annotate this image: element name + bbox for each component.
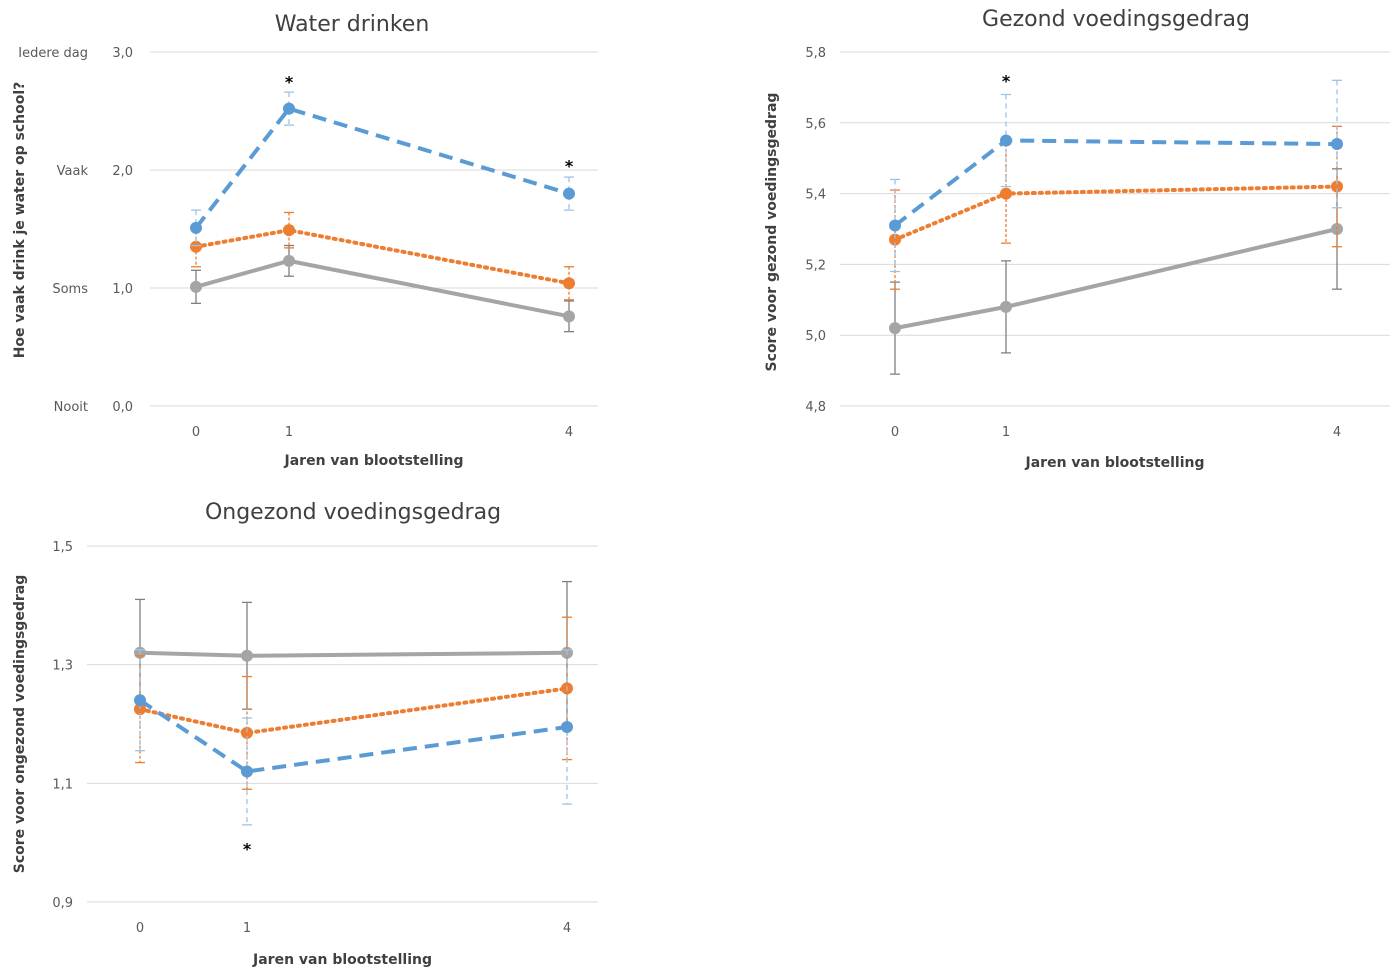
data-point [1000, 134, 1012, 147]
series-dashed [190, 91, 575, 247]
data-point [190, 221, 202, 234]
chart-title: Water drinken [275, 12, 430, 37]
y-category-label: Soms [52, 282, 88, 297]
significance-marker: * [1002, 71, 1011, 90]
data-point [283, 224, 295, 237]
data-point [1000, 187, 1012, 200]
x-tick-label: 0 [192, 425, 200, 440]
y-tick-label: 1,5 [52, 540, 73, 555]
series-line [138, 686, 569, 735]
series-line [195, 258, 570, 319]
y-tick-label: 2,0 [112, 164, 133, 179]
y-tick-label: 3,0 [112, 46, 133, 61]
y-tick-label: 1,3 [52, 659, 73, 674]
series-line [139, 650, 568, 658]
data-point [563, 277, 575, 290]
series-line [894, 227, 1338, 331]
data-point [889, 219, 901, 232]
data-point [1000, 300, 1012, 313]
chart-title: Gezond voedingsgedrag [982, 7, 1250, 32]
y-category-label: Nooit [54, 400, 88, 415]
y-axis-label: Score voor gezond voedingsgedrag [764, 93, 780, 372]
data-point [241, 726, 253, 739]
x-axis-label: Jaren van blootstelling [252, 952, 432, 968]
y-axis-label: Hoe vaak drink je water op school? [12, 82, 28, 359]
data-point [283, 102, 295, 115]
series-solid [134, 580, 573, 725]
x-tick-label: 4 [565, 425, 573, 440]
data-point [889, 233, 901, 246]
data-point [190, 240, 202, 253]
data-point [283, 254, 295, 267]
x-tick-label: 1 [1002, 425, 1010, 440]
y-axis-label: Score voor ongezond voedingsgedrag [12, 575, 28, 873]
data-point [190, 280, 202, 293]
series-dashed [134, 649, 573, 826]
series-line [194, 106, 570, 230]
data-point [1331, 138, 1343, 151]
y-tick-label: 5,0 [805, 329, 826, 344]
series-solid [889, 168, 1343, 375]
chart-3: 0,9 1,1 1,3 1,5 0 1 4 Ongezond voedingsgedrag Ja… [12, 500, 598, 968]
series-dotted [190, 211, 575, 301]
data-point [563, 310, 575, 323]
series-line [138, 698, 568, 774]
x-tick-label: 1 [285, 425, 293, 440]
data-point [241, 765, 253, 778]
x-tick-label: 0 [136, 921, 144, 936]
x-tick-label: 4 [563, 921, 571, 936]
y-tick-label: 5,2 [805, 258, 826, 273]
data-point [563, 187, 575, 200]
series-line [893, 184, 1339, 242]
y-tick-label: 1,1 [52, 777, 73, 792]
data-point [134, 694, 146, 707]
series-line [194, 228, 571, 286]
series-solid [190, 244, 575, 333]
y-category-label: Iedere dag [18, 46, 88, 61]
significance-marker: * [565, 156, 574, 175]
series-dashed [889, 79, 1343, 273]
chart-title: Ongezond voedingsgedrag [205, 500, 501, 525]
x-axis-label: Jaren van blootstelling [1025, 455, 1205, 471]
chart-1: 0,0 Nooit 1,0 Soms 2,0 Vaak 3,0 Iedere dag 0 1 4 Wa… [12, 12, 598, 469]
y-tick-label: 0,9 [52, 896, 73, 911]
y-tick-label: 4,8 [805, 400, 826, 415]
data-point [241, 649, 253, 662]
y-tick-label: 5,6 [805, 117, 826, 132]
y-tick-label: 5,4 [805, 188, 826, 203]
x-tick-label: 0 [891, 425, 899, 440]
significance-marker: * [243, 840, 252, 859]
y-tick-label: 0,0 [112, 400, 133, 415]
series-dotted [134, 616, 573, 790]
y-category-label: Vaak [57, 164, 89, 179]
data-point [561, 720, 573, 733]
x-tick-label: 4 [1333, 425, 1341, 440]
y-tick-label: 1,0 [112, 282, 133, 297]
y-tick-label: 5,8 [805, 46, 826, 61]
significance-marker: * [285, 73, 294, 92]
chart-2: 4,8 5,0 5,2 5,4 5,6 5,8 0 1 4 Gezond voedingsgedr… [764, 7, 1390, 471]
x-axis-label: Jaren van blootstelling [284, 453, 464, 469]
x-tick-label: 1 [243, 921, 251, 936]
data-point [1331, 180, 1343, 193]
data-point [134, 703, 146, 716]
data-point [889, 322, 901, 335]
